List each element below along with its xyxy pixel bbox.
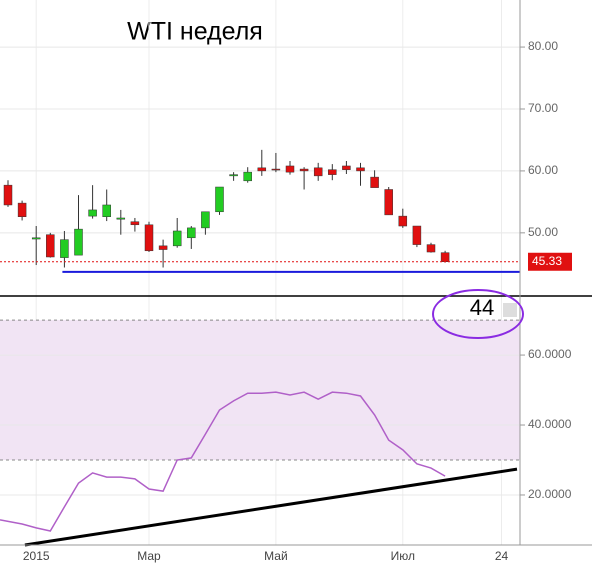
candle-body: [60, 239, 69, 258]
candle-body: [370, 176, 379, 188]
candle-body: [215, 186, 224, 213]
candle-body: [426, 244, 436, 253]
chart-title: WTI неделя: [127, 18, 263, 46]
candle-body: [46, 234, 55, 258]
candle-body: [384, 189, 393, 216]
candle-body: [102, 204, 111, 217]
candle-body: [257, 167, 267, 172]
candle-body: [88, 209, 97, 217]
y-tick-label: 70.00: [528, 101, 558, 115]
candle-body: [158, 245, 168, 250]
candle-body: [3, 184, 13, 206]
candle-body: [299, 168, 309, 172]
last-price-label: 45.33: [532, 254, 562, 268]
annotation-circle: [432, 289, 524, 339]
trendline: [24, 467, 518, 547]
scroll-icon: [503, 303, 517, 317]
x-tick-label: Июл: [391, 549, 415, 563]
candle-body: [313, 167, 323, 177]
last-price-box: [528, 252, 572, 271]
y-tick-label: 60.00: [528, 163, 558, 177]
x-tick-label: 2015: [23, 549, 50, 563]
candle-body: [440, 252, 450, 263]
annotation: 44: [470, 295, 494, 320]
candle-body: [130, 221, 140, 226]
candle-body: [187, 227, 196, 239]
candle-body: [201, 211, 210, 229]
y-tick-label: 80.00: [528, 39, 558, 53]
candle-body: [271, 168, 281, 171]
candle-body: [74, 228, 83, 256]
x-tick-label: 24: [495, 549, 509, 563]
band: [0, 320, 520, 461]
x-tick-label: Мар: [137, 549, 161, 563]
y-tick-label: 50.00: [528, 225, 558, 239]
candle-body: [144, 224, 154, 252]
candle-body: [31, 237, 41, 240]
y-tick-label: 20.0000: [528, 487, 572, 501]
candle-body: [412, 225, 422, 245]
rsi-line: [0, 391, 446, 532]
y-tick-label: 40.0000: [528, 417, 572, 431]
candle-body: [17, 202, 27, 217]
y-tick-label: 60.0000: [528, 347, 572, 361]
candle-body: [116, 217, 126, 220]
candle-body: [356, 167, 365, 172]
candle-body: [328, 169, 337, 175]
candle-body: [285, 165, 295, 173]
candle-body: [243, 171, 252, 182]
x-tick-label: Май: [264, 549, 288, 563]
candle-body: [229, 174, 238, 177]
candle-body: [342, 165, 351, 170]
candle-body: [172, 230, 182, 247]
candle-body: [398, 215, 408, 227]
